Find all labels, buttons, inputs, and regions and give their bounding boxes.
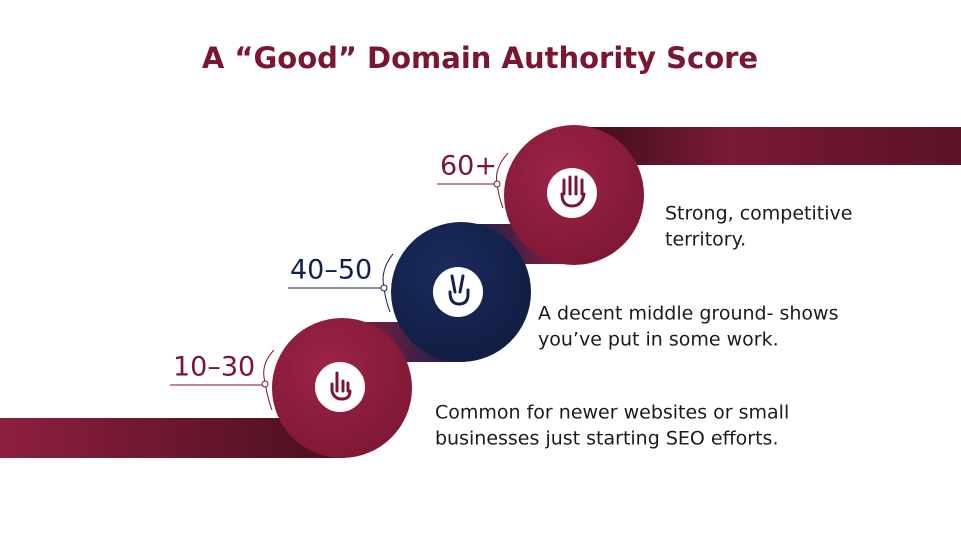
step-description: you’ve put in some work. <box>538 329 779 351</box>
step-label: 10–30 <box>173 352 255 383</box>
icon <box>315 362 365 412</box>
step-description: businesses just starting SEO efforts. <box>435 428 778 450</box>
step-description: territory. <box>665 229 746 251</box>
title: A “Good” Domain Authority Score <box>202 41 758 75</box>
step-description: A decent middle ground- shows <box>538 303 839 325</box>
step-label: 60+ <box>440 151 497 182</box>
step-description: Strong, competitive <box>665 203 852 225</box>
icon <box>547 168 597 218</box>
icon <box>433 267 483 317</box>
step-description: Common for newer websites or small <box>435 402 789 424</box>
step-label: 40–50 <box>290 255 372 286</box>
band <box>574 127 961 165</box>
